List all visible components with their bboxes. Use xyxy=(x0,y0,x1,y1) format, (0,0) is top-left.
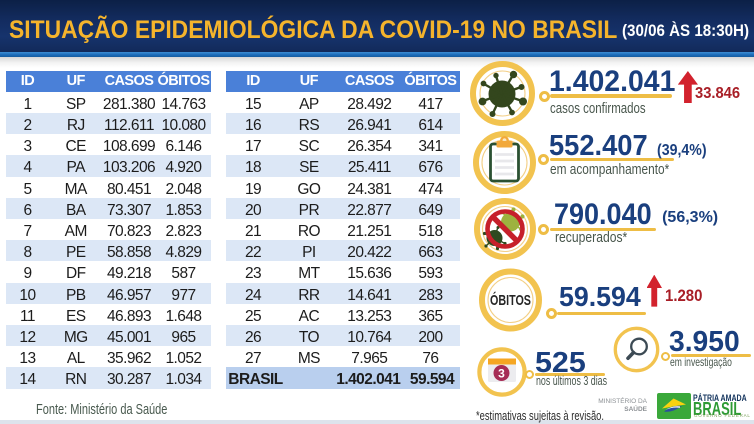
svg-text:ÓBITOS: ÓBITOS xyxy=(490,291,531,308)
svg-text:3: 3 xyxy=(498,366,505,380)
